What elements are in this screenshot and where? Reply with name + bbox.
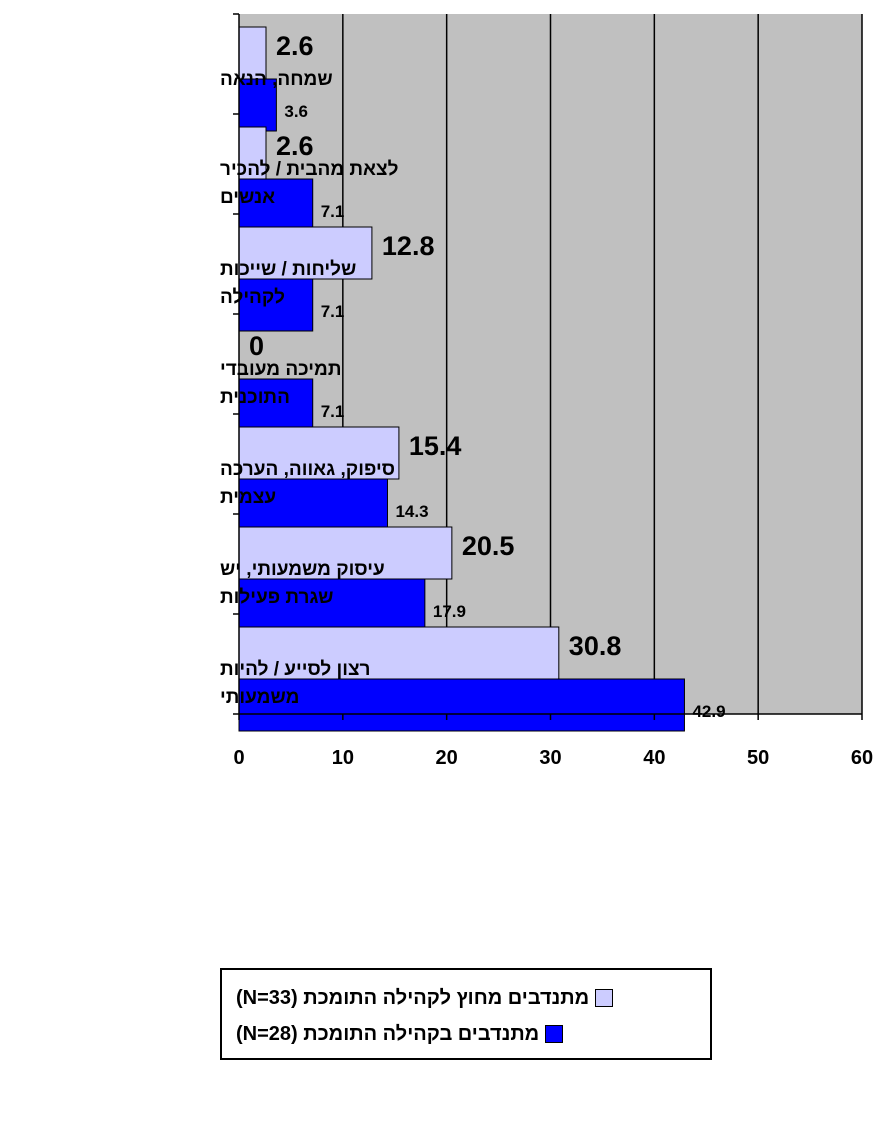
data-label-inside: 17.9 (433, 602, 466, 621)
category-label: שגרת פעילות (220, 587, 333, 608)
x-tick-label: 40 (643, 747, 665, 769)
category-label: משמעותי (220, 687, 299, 708)
bar-outside (238, 426, 400, 480)
data-label-inside: 3.6 (284, 102, 308, 121)
data-label-outside: 15.4 (409, 431, 462, 461)
bar-outside (238, 26, 267, 80)
data-label-inside: 7.1 (321, 202, 345, 221)
bar-inside (238, 578, 426, 632)
data-label-outside: 2.6 (276, 131, 314, 161)
bar-inside (238, 278, 314, 332)
category-label: אנשים (220, 187, 275, 208)
category-label: שליחות / שייכות (220, 259, 356, 280)
data-label-inside: 7.1 (321, 302, 345, 321)
data-label-inside: 14.3 (395, 502, 428, 521)
x-tick-label: 30 (539, 747, 561, 769)
data-label-inside: 42.9 (692, 702, 725, 721)
category-label: רצון לסייע / להיות (220, 659, 371, 680)
category-label: שמחה, הנאה (220, 69, 333, 90)
bar-inside (238, 378, 314, 432)
legend-entry-outside: מתנדבים מחוץ לקהילה התומכת (N=33) (236, 980, 696, 1016)
x-tick-label: 10 (332, 747, 354, 769)
data-label-outside: 12.8 (382, 231, 435, 261)
category-label: עיסוק משמעותי, יש (220, 559, 385, 580)
data-label-outside: 2.6 (276, 31, 314, 61)
x-tick-label: 20 (436, 747, 458, 769)
x-tick-label: 0 (233, 747, 244, 769)
category-label: לקהילה (220, 287, 285, 308)
legend-swatch-outside (595, 989, 614, 1007)
category-label: סיפוק, גאווה, הערכה (220, 459, 395, 480)
data-label-outside: 0 (249, 331, 264, 361)
bar-outside (238, 626, 560, 680)
legend-entry-inside: מתנדבים בקהילה התומכת (N=28) (236, 1016, 696, 1052)
x-tick-label: 60 (851, 747, 873, 769)
category-label: לצאת מהבית / להכיר (220, 159, 398, 180)
data-label-outside: 20.5 (462, 531, 515, 561)
category-label: התוכנית (220, 387, 290, 408)
legend-label-outside: מתנדבים מחוץ לקהילה התומכת (N=33) (236, 986, 590, 1009)
legend-swatch-inside (545, 1025, 564, 1043)
data-label-outside: 30.8 (569, 631, 622, 661)
bar-outside (238, 526, 453, 580)
legend-label-inside: מתנדבים בקהילה התומכת (N=28) (236, 1022, 540, 1045)
legend: מתנדבים מחוץ לקהילה התומכת (N=33) מתנדבי… (220, 968, 712, 1060)
category-label: עצמית (220, 487, 276, 508)
data-label-inside: 7.1 (321, 402, 345, 421)
bar-inside (238, 678, 685, 732)
category-label: תמיכה מעובדי (220, 359, 341, 380)
x-tick-label: 50 (747, 747, 769, 769)
